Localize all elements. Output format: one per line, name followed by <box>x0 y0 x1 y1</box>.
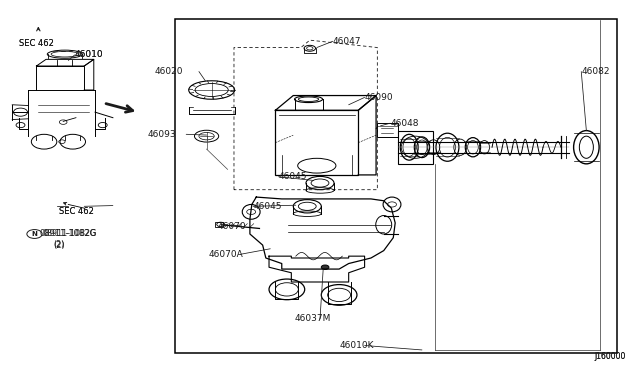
Text: 46010: 46010 <box>75 51 103 60</box>
Text: 08911-1082G: 08911-1082G <box>40 230 97 238</box>
Text: 46082: 46082 <box>581 67 610 76</box>
Bar <box>397 131 433 164</box>
Text: 46010K: 46010K <box>339 341 374 350</box>
Text: SEC 462: SEC 462 <box>19 39 54 48</box>
Text: J160000: J160000 <box>594 352 625 361</box>
Text: J160000: J160000 <box>594 352 625 361</box>
Text: 46020: 46020 <box>154 67 183 76</box>
Text: 46090: 46090 <box>365 93 393 102</box>
Text: 46048: 46048 <box>390 119 419 128</box>
Text: 08911-1082G: 08911-1082G <box>42 229 97 238</box>
Bar <box>175 19 617 353</box>
Text: 46070A: 46070A <box>209 250 243 259</box>
Bar <box>215 222 223 227</box>
Text: (2): (2) <box>54 241 65 250</box>
Bar <box>275 110 358 175</box>
Circle shape <box>27 230 42 238</box>
Circle shape <box>321 265 329 269</box>
Text: 46010: 46010 <box>75 51 103 60</box>
Text: SEC 462: SEC 462 <box>59 207 93 217</box>
Text: 46045: 46045 <box>253 202 282 211</box>
Text: 46047: 46047 <box>333 37 361 46</box>
Text: SEC 462: SEC 462 <box>19 39 54 48</box>
Text: 46093: 46093 <box>148 130 177 139</box>
Bar <box>378 123 397 137</box>
Text: SEC 462: SEC 462 <box>59 207 93 217</box>
Text: (2): (2) <box>54 240 65 249</box>
Text: 46070: 46070 <box>218 222 246 231</box>
Text: 46037M: 46037M <box>294 314 331 323</box>
Bar <box>36 66 84 90</box>
Text: 46045: 46045 <box>278 172 307 181</box>
Text: N: N <box>31 231 38 237</box>
